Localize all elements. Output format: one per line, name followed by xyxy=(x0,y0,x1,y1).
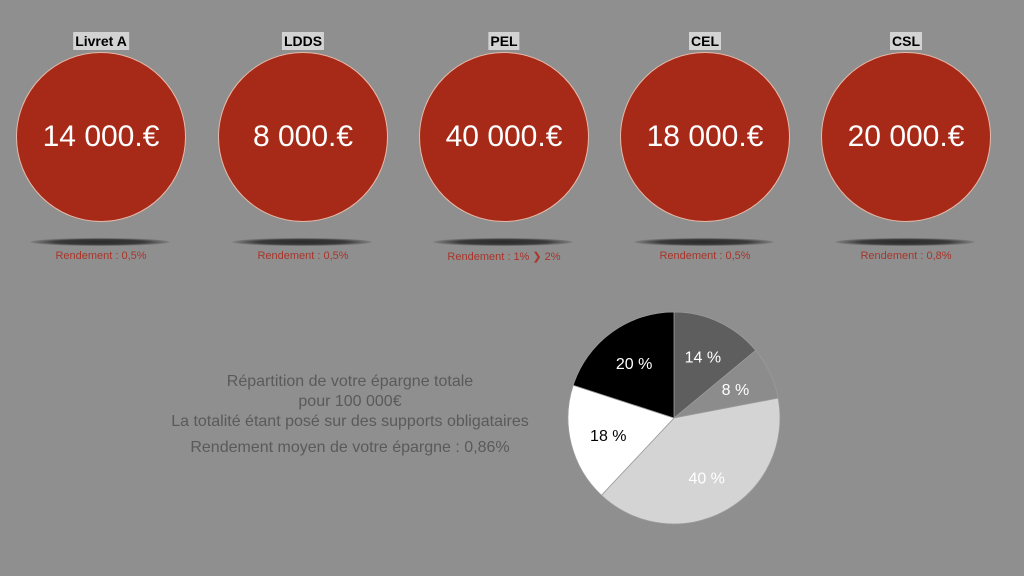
summary-total: pour 100 000€ xyxy=(298,393,402,410)
circle-shadow xyxy=(634,238,774,246)
account-amount: 40 000.€ xyxy=(445,120,563,153)
amount-circle: 18 000.€ xyxy=(620,52,790,222)
pie-label: 40 % xyxy=(688,470,724,487)
pie-slice-pel xyxy=(600,397,781,525)
pie-slice-livret-a xyxy=(673,311,757,419)
account-card-cel: CEL 18 000.€ Rendement : 0,5% xyxy=(620,30,790,270)
savings-pie-chart: 14 %8 % 40 % 18 % 20 % xyxy=(567,311,781,525)
pie-slice-csl xyxy=(572,311,675,419)
account-title: PEL xyxy=(488,32,520,50)
savings-summary: Répartition de votre épargne totale pour… xyxy=(120,372,580,458)
account-card-livret-a: Livret A 14 000.€ Rendement : 0,5% xyxy=(16,30,186,270)
pie-label: 8 % xyxy=(722,382,750,399)
amount-circle: 8 000.€ xyxy=(218,52,388,222)
pie-label: 14 % xyxy=(685,350,721,367)
account-card-pel: PEL 40 000.€ Rendement : 1% ❯ 2% xyxy=(419,30,589,270)
account-amount: 14 000.€ xyxy=(42,120,160,153)
circle-shadow xyxy=(232,238,372,246)
account-card-ldds: LDDS 8 000.€ Rendement : 0,5% xyxy=(218,30,388,270)
pie-label: 20 % xyxy=(616,356,652,373)
account-title: CSL xyxy=(890,32,922,50)
pie-slice-cel xyxy=(567,384,675,496)
account-rate: Rendement : 0,8% xyxy=(860,250,952,262)
summary-title: Répartition de votre épargne totale xyxy=(226,373,474,390)
account-rate: Rendement : 0,5% xyxy=(659,250,751,262)
pie-label: 18 % xyxy=(590,428,626,445)
account-amount: 8 000.€ xyxy=(252,120,354,153)
account-amount: 18 000.€ xyxy=(646,120,764,153)
circle-shadow xyxy=(835,238,975,246)
account-rate: Rendement : 1% ❯ 2% xyxy=(447,251,561,263)
account-title: Livret A xyxy=(73,32,129,50)
account-title: LDDS xyxy=(281,32,325,50)
account-title: CEL xyxy=(689,32,721,50)
amount-circle: 40 000.€ xyxy=(419,52,589,222)
amount-circle: 20 000.€ xyxy=(821,52,991,222)
account-rate: Rendement : 0,5% xyxy=(55,250,147,262)
summary-average-yield: Rendement moyen de votre épargne : 0,86% xyxy=(190,439,510,456)
amount-circle: 14 000.€ xyxy=(16,52,186,222)
account-card-csl: CSL 20 000.€ Rendement : 0,8% xyxy=(821,30,991,270)
circle-shadow xyxy=(433,238,573,246)
account-rate: Rendement : 0,5% xyxy=(257,250,349,262)
circle-shadow xyxy=(30,238,170,246)
account-amount: 20 000.€ xyxy=(847,120,965,153)
summary-note: La totalité étant posé sur des supports … xyxy=(171,413,529,430)
